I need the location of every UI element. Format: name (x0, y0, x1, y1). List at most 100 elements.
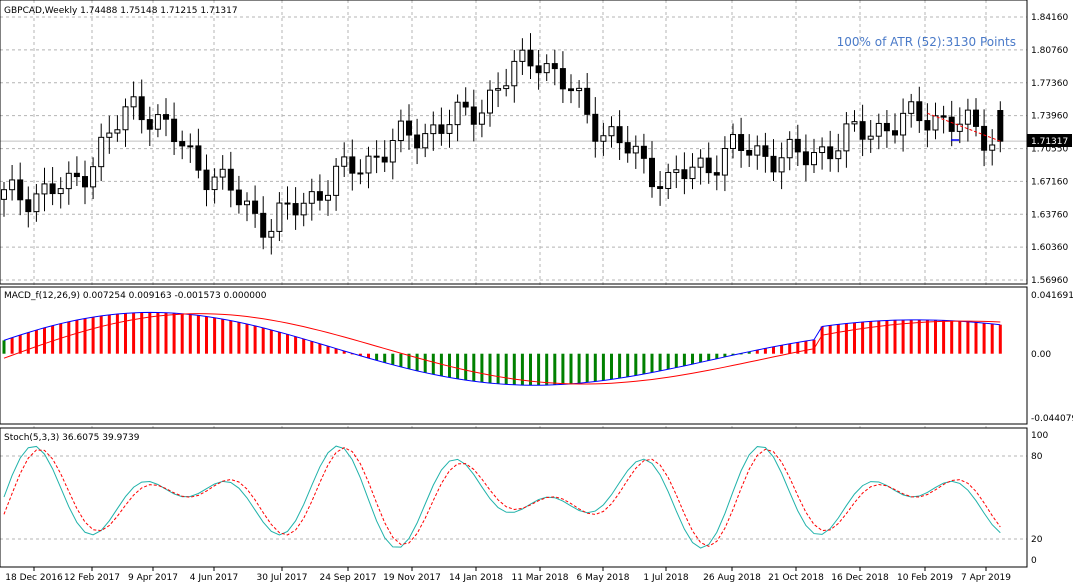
time-label: 12 Feb 2017 (64, 573, 120, 583)
candle-body (422, 133, 429, 149)
macd-bar (439, 353, 443, 377)
macd-bar (974, 322, 978, 354)
macd-header: MACD_f(12,26,9) 0.007254 0.009163 -0.001… (4, 291, 267, 301)
macd-bar (917, 319, 921, 354)
macd-bar (34, 330, 38, 354)
candle-body (17, 179, 24, 201)
candle-body (487, 89, 493, 114)
candle-body (163, 114, 169, 120)
macd-bar (180, 313, 184, 354)
macd-bar (545, 353, 549, 386)
candle-body (689, 166, 696, 180)
macd-bar (172, 313, 176, 354)
candle-body (608, 126, 615, 137)
macd-bar (682, 353, 686, 366)
candle-body (478, 112, 485, 125)
macd-bar (91, 317, 95, 354)
time-label: 21 Oct 2018 (768, 573, 824, 583)
candle-body (195, 145, 202, 171)
macd-bar (804, 340, 808, 354)
candle-body (786, 138, 793, 159)
candle-body (908, 101, 915, 114)
candle-body (624, 142, 631, 154)
stoch-pane[interactable]: Stoch(5,3,3) 36.6075 39.9739 100 80 20 0 (0, 427, 1048, 568)
macd-bar (861, 322, 865, 354)
candle-body (57, 188, 64, 195)
price-tick-label: 1.80760 (1031, 46, 1068, 56)
price-pane[interactable]: GBPCAD,Weekly 1.74488 1.75148 1.71215 1.… (0, 0, 1072, 567)
candle-body (932, 115, 939, 131)
macd-bar (982, 323, 986, 354)
macd-bar (634, 353, 638, 376)
macd-bar (909, 319, 913, 354)
macd-bar (642, 353, 646, 375)
macd-bar (375, 353, 379, 361)
candle-body (681, 169, 688, 180)
macd-bar (391, 353, 395, 365)
stoch-tick-20: 20 (1031, 535, 1043, 545)
macd-bar (877, 320, 881, 354)
macd-bar (796, 342, 800, 354)
candle-body (138, 96, 145, 121)
candle-body (219, 168, 226, 178)
macd-bar (512, 353, 516, 385)
macd-bar (205, 316, 208, 354)
macd-bar (496, 353, 500, 384)
candle-body (106, 132, 113, 138)
candle-body (381, 156, 388, 163)
macd-tick-top: 0.041691 (1031, 291, 1073, 301)
macd-bar (472, 353, 476, 382)
time-label: 16 Dec 2018 (831, 573, 889, 583)
time-label: 6 May 2018 (577, 573, 630, 583)
candle-body (252, 200, 259, 214)
candle-body (616, 126, 623, 144)
stoch-pane-bg (0, 428, 1027, 567)
signal-line (3, 313, 1001, 385)
macd-bar (828, 325, 832, 354)
candle-body (657, 186, 664, 189)
candle-body (600, 135, 607, 142)
candle-body (25, 199, 32, 213)
candle-body (244, 200, 250, 206)
macd-bar (966, 321, 970, 354)
candle-body (430, 124, 437, 135)
macd-bar (731, 353, 735, 356)
candle-body (721, 148, 728, 176)
stoch-tick-0: 0 (1031, 556, 1037, 566)
macd-bar (43, 327, 46, 354)
macd-bar (277, 332, 281, 354)
macd-bar (715, 353, 719, 359)
macd-bar (140, 312, 144, 354)
candle-body (9, 179, 16, 191)
candle-body (754, 145, 761, 156)
candle-body (179, 141, 186, 147)
candle-body (414, 134, 421, 149)
macd-bar (286, 334, 289, 354)
candle-body (406, 120, 412, 136)
macd-bar (650, 353, 654, 373)
macd-bar (221, 319, 225, 354)
macd-bar (504, 353, 508, 385)
candle-body (260, 212, 267, 238)
macd-bar (456, 353, 460, 379)
candle-body (811, 152, 817, 166)
candle-body (867, 135, 874, 140)
candle-body (762, 145, 769, 157)
macd-bar (772, 346, 775, 354)
price-tick-label: 1.63760 (1031, 210, 1068, 220)
macd-bar (950, 320, 954, 354)
candle-body (325, 194, 331, 201)
candle-body (268, 230, 275, 238)
candle-body (827, 146, 834, 160)
candle-body (519, 49, 526, 62)
candle-body (819, 146, 826, 154)
price-axis: 1.84160 1.80760 1.77360 1.73960 1.70550 1.671… (1031, 13, 1068, 286)
macd-bar (358, 353, 362, 356)
macd-bar (415, 353, 419, 371)
macd-bar (148, 312, 152, 354)
current-price-label: 1.71317 (1031, 137, 1068, 147)
candle-body (41, 183, 48, 195)
macd-pane[interactable]: MACD_f(12,26,9) 0.007254 0.009163 -0.001… (0, 286, 1073, 425)
candle-body (82, 176, 88, 188)
